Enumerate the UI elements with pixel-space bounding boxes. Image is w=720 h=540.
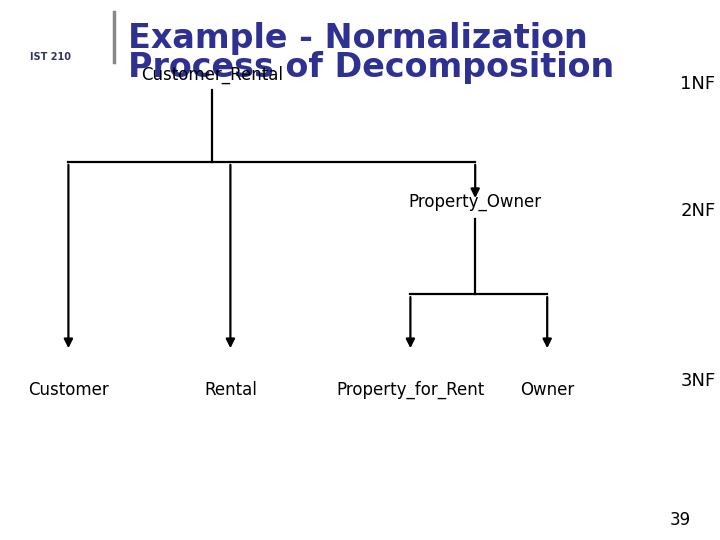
Text: Property_Owner: Property_Owner — [409, 193, 541, 211]
Text: 1NF: 1NF — [680, 75, 716, 93]
Text: Process of Decomposition: Process of Decomposition — [128, 51, 614, 84]
Text: Customer_Rental: Customer_Rental — [141, 65, 284, 84]
Text: 3NF: 3NF — [680, 372, 716, 390]
Text: Example - Normalization: Example - Normalization — [128, 22, 588, 55]
Text: Customer: Customer — [28, 381, 109, 399]
Text: Rental: Rental — [204, 381, 257, 399]
Text: Owner: Owner — [520, 381, 575, 399]
Text: IST 210: IST 210 — [30, 52, 71, 62]
Text: Property_for_Rent: Property_for_Rent — [336, 381, 485, 399]
Text: 2NF: 2NF — [680, 201, 716, 220]
Text: 39: 39 — [670, 511, 691, 529]
